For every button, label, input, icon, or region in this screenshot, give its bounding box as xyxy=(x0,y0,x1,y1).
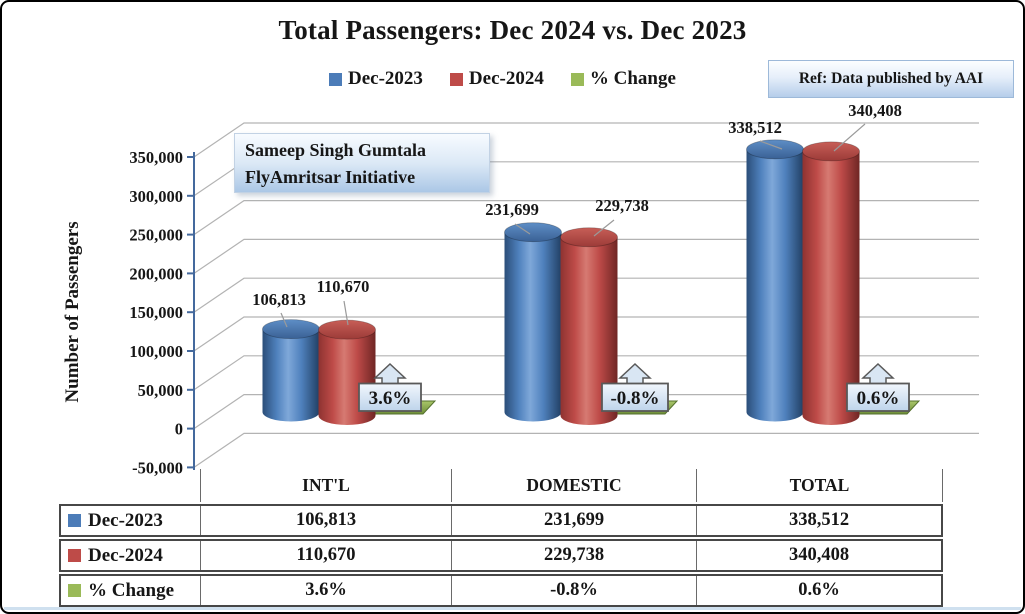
y-tick-label: 150,000 xyxy=(129,303,183,322)
table-row-pct-change: % Change 3.6% -0.8% 0.6% xyxy=(59,574,943,607)
table-cell-dec2023-total: 338,512 xyxy=(696,506,941,535)
table-header-total: TOTAL xyxy=(696,469,943,502)
y-tick-label: 200,000 xyxy=(129,264,183,283)
chart-title: Total Passengers: Dec 2024 vs. Dec 2023 xyxy=(278,15,747,45)
legend-swatch-dec-2023 xyxy=(329,72,342,86)
table-header-empty xyxy=(59,469,200,502)
bar-dec-2023-total-top xyxy=(746,139,804,160)
pct-change-callout-box xyxy=(358,382,422,412)
bottom-accent-line xyxy=(4,607,1021,610)
table-row-label-text: Dec-2023 xyxy=(88,509,163,531)
bar-dec-2023-domestic xyxy=(504,232,562,422)
y-tick-label: 0 xyxy=(175,420,183,439)
up-arrow-icon xyxy=(618,362,652,386)
y-tick-label: 350,000 xyxy=(129,148,183,167)
pct-change-value-total: 0.6% xyxy=(857,388,900,409)
legend-label-dec-2023: Dec-2023 xyxy=(348,68,423,89)
y-tick-label: 50,000 xyxy=(138,381,183,400)
gridline xyxy=(193,277,979,313)
data-label-dec-2024-domestic: 229,738 xyxy=(595,196,649,215)
bar-dec-2024-domestic xyxy=(560,237,618,426)
data-label-leader-line xyxy=(343,300,349,326)
legend-item-pct-change: % Change xyxy=(570,68,676,90)
data-label-dec-2024-intl: 110,670 xyxy=(317,277,370,296)
table-row-label-pct-change: % Change xyxy=(61,576,200,605)
up-arrow-icon xyxy=(373,362,407,386)
table-row-label-text: % Change xyxy=(88,579,175,601)
watermark-line-1: Sameep Singh Gumtala xyxy=(245,140,427,160)
table-header-domestic: DOMESTIC xyxy=(451,469,696,502)
table-cell-dec2023-domestic: 231,699 xyxy=(451,506,696,535)
y-tick-label: 100,000 xyxy=(129,342,183,361)
legend-swatch-dec-2024 xyxy=(449,72,463,86)
data-table: INT'L DOMESTIC TOTAL Dec-2023 106,813 23… xyxy=(59,469,943,607)
y-tick-label: 250,000 xyxy=(129,226,183,245)
data-table-header-row: INT'L DOMESTIC TOTAL xyxy=(59,469,943,502)
legend: Dec-2023 Dec-2024 % Change xyxy=(329,68,676,90)
gridline xyxy=(193,122,979,158)
bar-dec-2024-total-top xyxy=(802,141,860,162)
pct-change-callout-box xyxy=(846,382,910,412)
table-cell-dec2024-domestic: 229,738 xyxy=(451,541,696,570)
gridline xyxy=(193,432,979,468)
table-row-label-text: Dec-2024 xyxy=(88,544,163,566)
data-label-leader-line xyxy=(759,140,783,150)
data-label-dec-2023-intl: 106,813 xyxy=(252,290,306,309)
gridline xyxy=(193,238,979,274)
bar-dec-2023-intl-top xyxy=(262,319,320,340)
bar-dec-2023-total xyxy=(746,149,804,422)
table-header-intl: INT'L xyxy=(200,469,451,502)
pct-change-value-domestic: -0.8% xyxy=(610,388,659,409)
data-label-leader-line xyxy=(514,223,531,235)
bar-dec-2023-intl xyxy=(262,329,320,422)
table-cell-dec2024-intl: 110,670 xyxy=(200,541,451,570)
data-label-leader-line xyxy=(593,219,615,237)
table-cell-dec2024-total: 340,408 xyxy=(696,541,941,570)
bar-dec-2023-domestic-top xyxy=(504,222,562,243)
pct-change-value-intl: 3.6% xyxy=(369,388,412,409)
legend-swatch-pct-change xyxy=(570,72,584,86)
legend-item-dec-2024: Dec-2024 xyxy=(449,68,544,90)
bar-dec-2024-total xyxy=(802,151,860,426)
table-swatch-dec-2024 xyxy=(68,549,81,562)
watermark-line-2: FlyAmritsar Initiative xyxy=(245,167,416,187)
table-row-label-dec-2023: Dec-2023 xyxy=(61,506,200,535)
table-row-label-dec-2024: Dec-2024 xyxy=(61,541,200,570)
gridline xyxy=(193,355,979,391)
bar-dec-2024-intl-top xyxy=(318,319,376,340)
reference-note: Ref: Data published by AAI xyxy=(768,60,1014,98)
table-cell-dec2023-intl: 106,813 xyxy=(200,506,451,535)
y-tick-label: 300,000 xyxy=(129,187,183,206)
table-swatch-dec-2023 xyxy=(68,514,81,527)
table-row-dec-2024: Dec-2024 110,670 229,738 340,408 xyxy=(59,539,943,572)
table-swatch-pct-change xyxy=(68,584,81,597)
table-row-dec-2023: Dec-2023 106,813 231,699 338,512 xyxy=(59,504,943,537)
y-tick-label: -50,000 xyxy=(132,458,183,477)
up-arrow-icon xyxy=(861,362,895,386)
table-cell-pct-domestic: -0.8% xyxy=(451,576,696,605)
gridline xyxy=(193,200,979,236)
bar-dec-2024-domestic-top xyxy=(560,227,618,248)
table-cell-pct-intl: 3.6% xyxy=(200,576,451,605)
data-label-dec-2023-total: 338,512 xyxy=(728,118,782,137)
gridline xyxy=(193,394,979,430)
pct-change-callout-box xyxy=(601,382,669,412)
data-label-dec-2024-total: 340,408 xyxy=(848,101,902,120)
data-label-dec-2023-domestic: 231,699 xyxy=(485,200,539,219)
legend-item-dec-2023: Dec-2023 xyxy=(329,68,423,90)
table-cell-pct-total: 0.6% xyxy=(696,576,941,605)
data-label-leader-line xyxy=(280,312,288,328)
data-label-leader-line xyxy=(833,123,866,152)
legend-label-pct-change: % Change xyxy=(589,68,676,89)
watermark-box: Sameep Singh Gumtala FlyAmritsar Initiat… xyxy=(234,133,490,193)
legend-label-dec-2024: Dec-2024 xyxy=(468,68,544,89)
gridline xyxy=(193,316,979,352)
